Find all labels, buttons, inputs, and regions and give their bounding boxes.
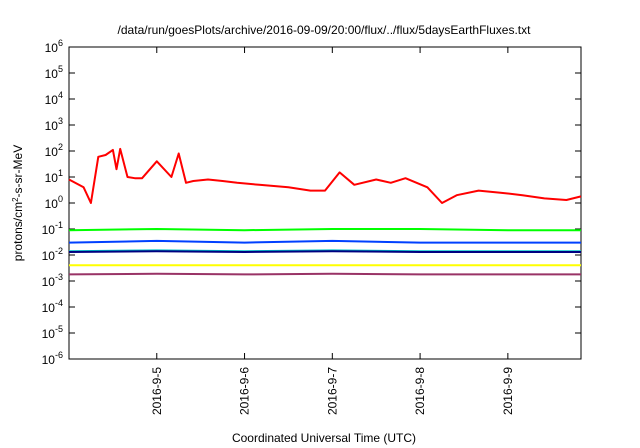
y-axis-label: protons/cm2-s-sr-MeV xyxy=(11,145,25,261)
y-tick-label: 10-2 xyxy=(42,246,63,263)
y-tick-base: 10 xyxy=(45,93,59,107)
y-tick-exponent: 2 xyxy=(58,142,63,152)
y-tick-exponent: 5 xyxy=(58,64,63,74)
y-tick-label: 10-6 xyxy=(42,350,63,367)
y-axis-label-main: protons/cm xyxy=(11,202,25,261)
y-tick-exponent: -5 xyxy=(55,324,63,334)
y-tick-base: 10 xyxy=(45,67,59,81)
y-tick-label: 103 xyxy=(45,116,63,133)
y-tick-label: 100 xyxy=(45,194,63,211)
x-axis-label: Coordinated Universal Time (UTC) xyxy=(232,431,416,445)
y-tick-exponent: 6 xyxy=(58,38,63,48)
y-tick-base: 10 xyxy=(45,145,59,159)
y-tick-base: 10 xyxy=(45,197,59,211)
y-tick-base: 10 xyxy=(42,275,56,289)
y-tick-base: 10 xyxy=(42,353,56,367)
y-tick-exponent: 4 xyxy=(58,90,63,100)
y-tick-label: 10-3 xyxy=(42,272,63,289)
y-tick-label: 106 xyxy=(45,38,63,55)
y-tick-exponent: -6 xyxy=(55,350,63,360)
y-tick-exponent: -4 xyxy=(55,298,63,308)
x-tick-label: 2016-9-7 xyxy=(325,367,339,415)
series-line xyxy=(68,250,581,253)
y-tick-base: 10 xyxy=(42,301,56,315)
axis-ticks: 10-610-510-410-310-210-11001011021031041… xyxy=(42,38,581,415)
y-tick-exponent: 1 xyxy=(58,168,63,178)
y-tick-base: 10 xyxy=(45,171,59,185)
y-tick-label: 10-1 xyxy=(42,220,63,237)
y-tick-label: 102 xyxy=(45,142,63,159)
series-line xyxy=(68,228,581,232)
series-line xyxy=(68,239,581,244)
y-axis-label-exp: 2 xyxy=(11,197,20,202)
x-tick-label: 2016-9-8 xyxy=(413,367,427,415)
y-tick-label: 105 xyxy=(45,64,63,81)
x-tick-label: 2016-9-5 xyxy=(150,367,164,415)
series-group xyxy=(68,147,582,276)
x-tick-label: 2016-9-9 xyxy=(501,367,515,415)
plot-frame xyxy=(68,46,582,360)
y-tick-label: 101 xyxy=(45,168,63,185)
y-tick-label: 10-4 xyxy=(42,298,63,315)
y-tick-base: 10 xyxy=(45,119,59,133)
y-tick-exponent: -3 xyxy=(55,272,63,282)
y-tick-exponent: 3 xyxy=(58,116,63,126)
y-tick-exponent: -1 xyxy=(55,220,63,230)
y-tick-label: 10-5 xyxy=(42,324,63,341)
y-tick-label: 104 xyxy=(45,90,63,107)
x-tick-label: 2016-9-6 xyxy=(238,367,252,415)
y-axis-label-unit: -s-sr-MeV xyxy=(11,145,25,198)
y-tick-exponent: 0 xyxy=(58,194,63,204)
y-tick-base: 10 xyxy=(42,223,56,237)
y-tick-base: 10 xyxy=(42,327,56,341)
series-line xyxy=(68,147,582,204)
chart-title: /data/run/goesPlots/archive/2016-09-09/2… xyxy=(118,23,532,37)
y-tick-base: 10 xyxy=(45,41,59,55)
series-line xyxy=(68,272,581,276)
y-tick-exponent: -2 xyxy=(55,246,63,256)
y-tick-base: 10 xyxy=(42,249,56,263)
